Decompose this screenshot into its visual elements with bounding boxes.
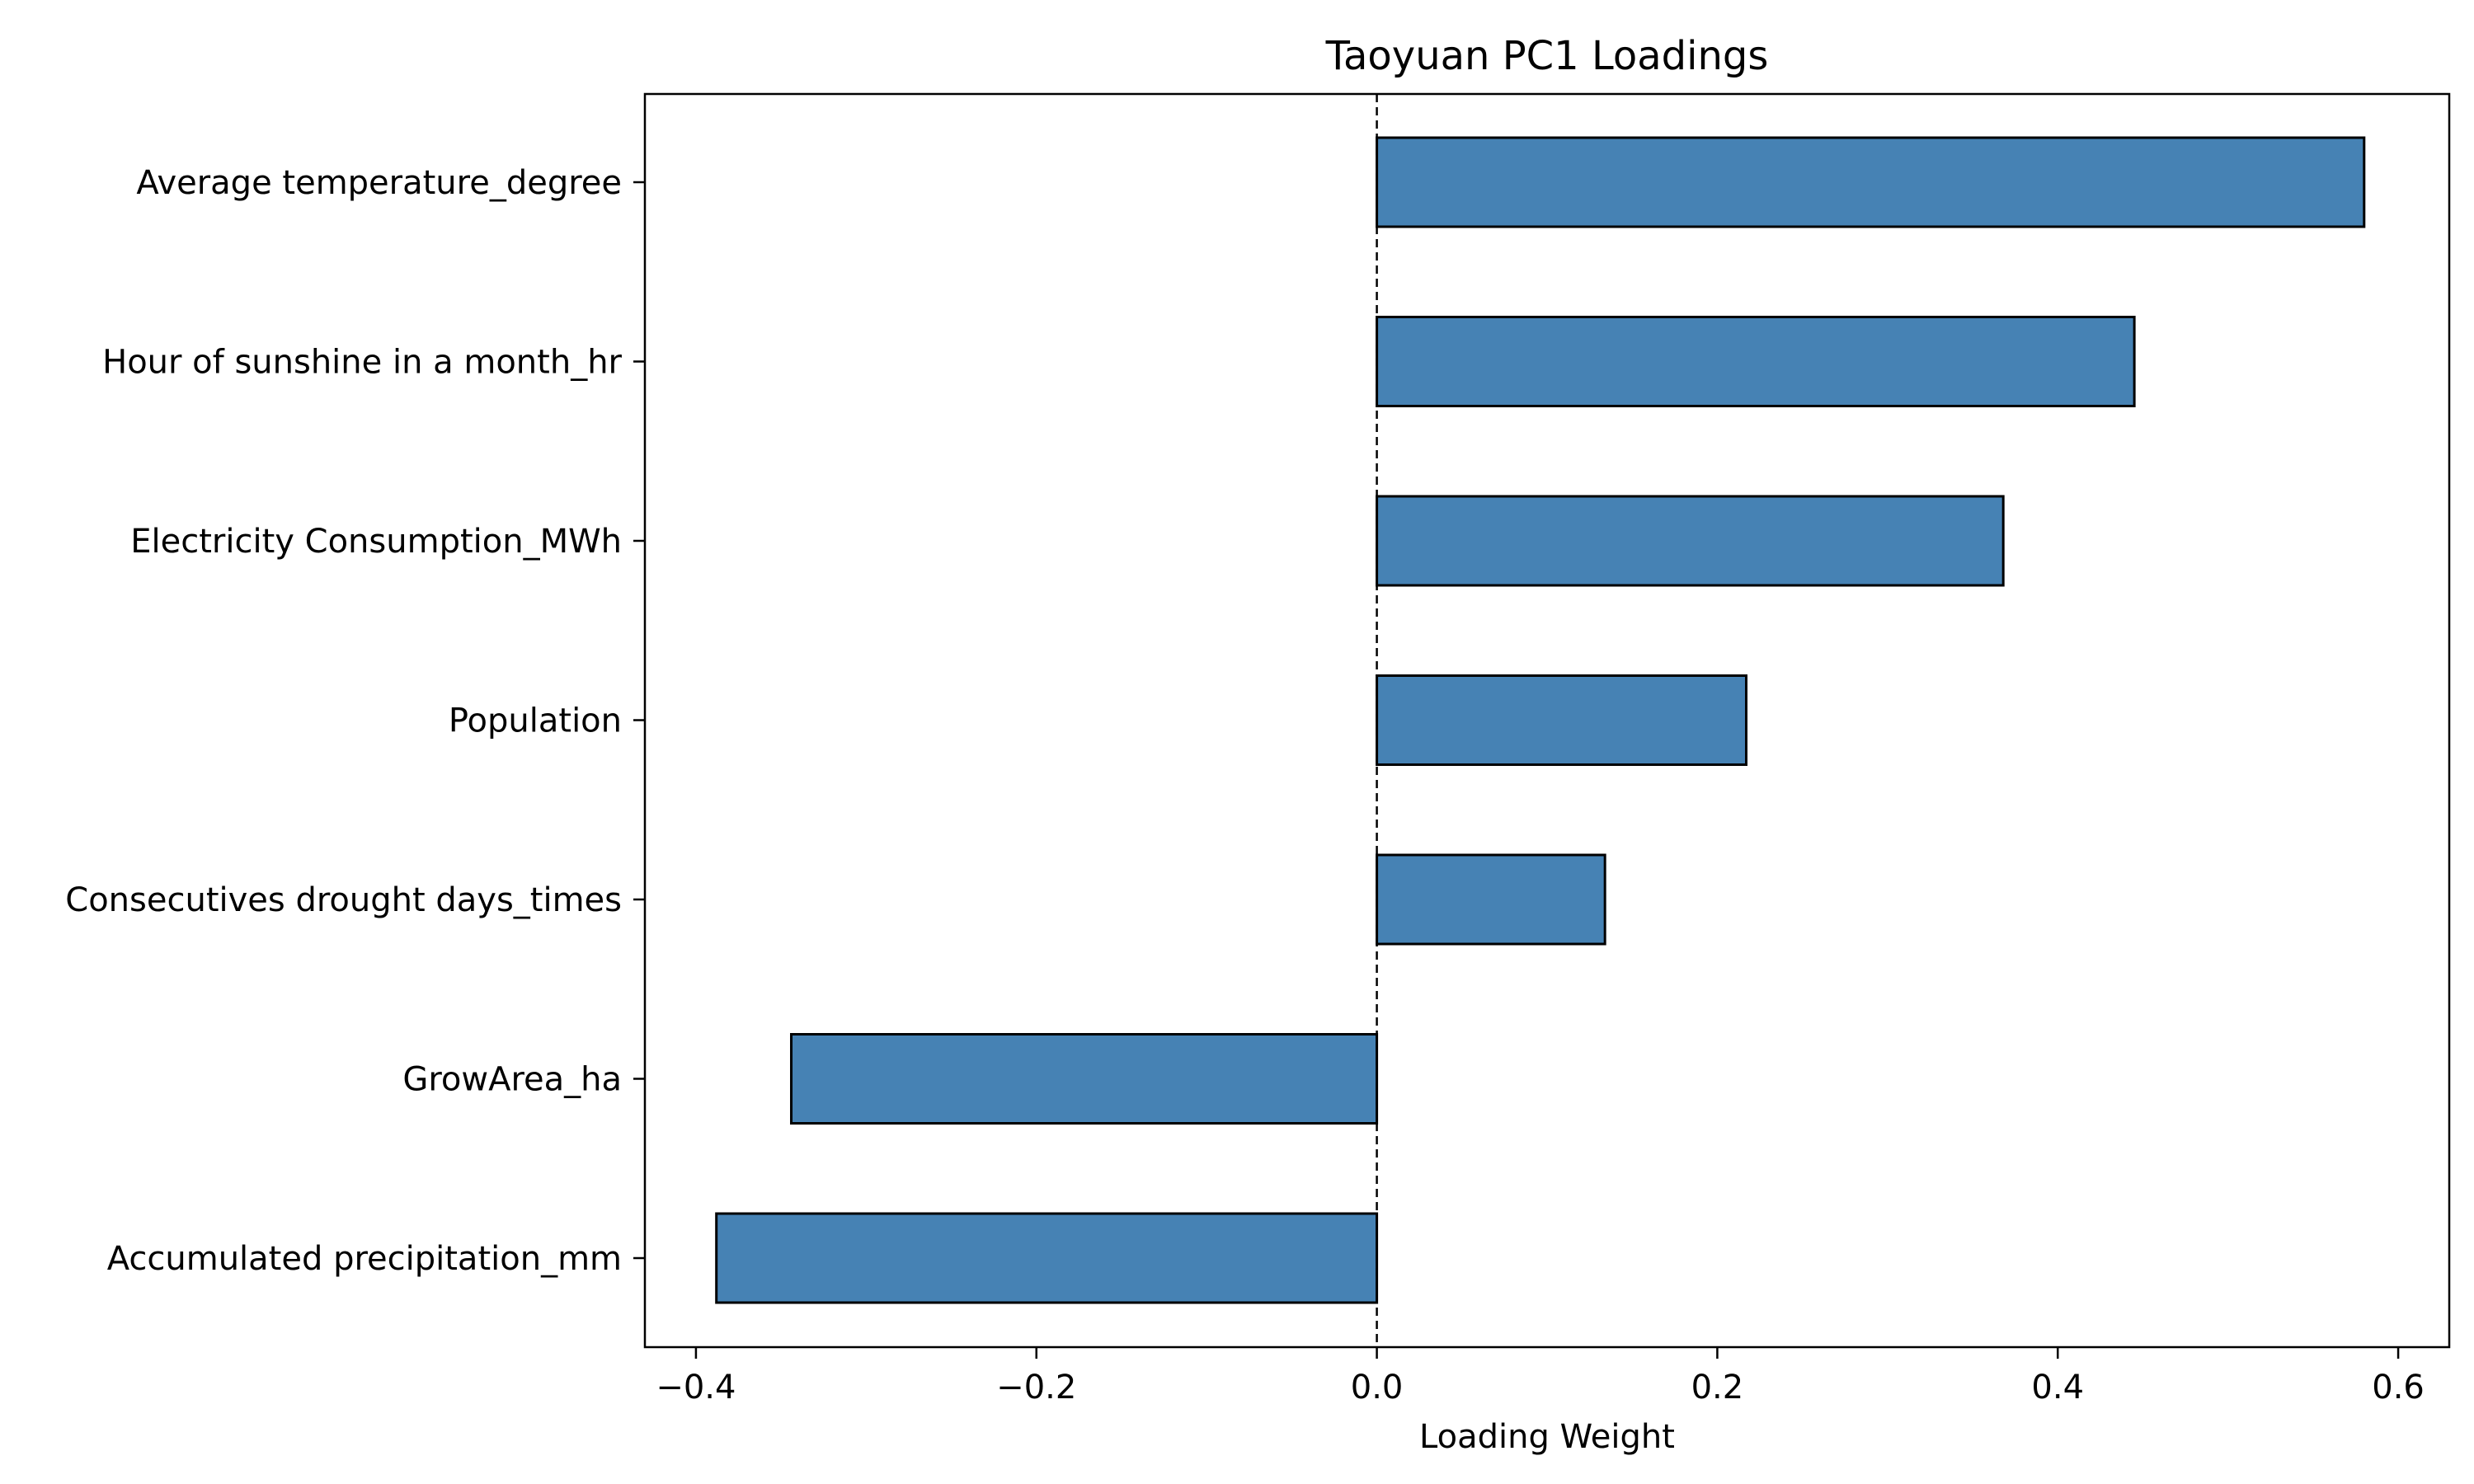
bar xyxy=(790,1033,1379,1125)
y-tick-label: Accumulated precipitation_mm xyxy=(107,1240,622,1278)
bars-layer xyxy=(715,136,2366,1304)
bar xyxy=(1376,316,2136,407)
chart-title: Taoyuan PC1 Loadings xyxy=(1325,33,1769,79)
x-tick-label: −0.4 xyxy=(656,1369,736,1407)
y-tick-label: Population xyxy=(449,702,622,740)
plot-frame xyxy=(643,92,2451,1349)
x-ticks-layer: −0.4 −0.2 0.0 0.2 0.4 0.6 xyxy=(656,1347,2425,1407)
y-tick-label: Electricity Consumption_MWh xyxy=(130,523,622,561)
bar xyxy=(1376,674,1748,766)
y-tick-label: Hour of sunshine in a month_hr xyxy=(102,344,622,382)
bar xyxy=(1376,495,2005,587)
y-tick-label: Consecutives drought days_times xyxy=(65,881,622,919)
bar xyxy=(715,1212,1379,1304)
x-axis-title: Loading Weight xyxy=(1419,1418,1675,1456)
y-ticks-layer: Average temperature_degree Hour of sunshi… xyxy=(65,164,645,1278)
y-tick-label: GrowArea_ha xyxy=(402,1061,622,1099)
x-tick-label: 0.4 xyxy=(2031,1369,2084,1407)
x-tick-label: 0.2 xyxy=(1691,1369,1744,1407)
bar xyxy=(1376,136,2366,228)
bar xyxy=(1376,853,1606,946)
x-tick-label: 0.6 xyxy=(2372,1369,2425,1407)
y-tick-label: Average temperature_degree xyxy=(136,164,622,202)
x-tick-label: −0.2 xyxy=(996,1369,1076,1407)
x-tick-label: 0.0 xyxy=(1351,1369,1404,1407)
